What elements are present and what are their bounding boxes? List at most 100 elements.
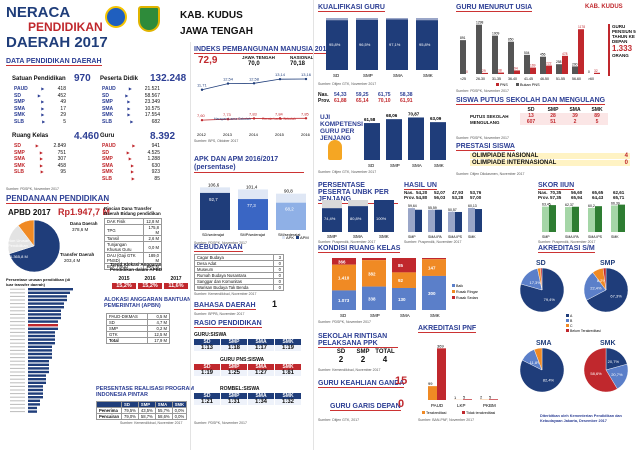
kondisi-data-label: 338: [368, 296, 376, 301]
pnf-legend-swatch-2: [462, 411, 465, 414]
district-bar: [28, 302, 64, 305]
kv-arrow-icon: ▶: [41, 112, 45, 118]
kondisi-bar-segment: [332, 258, 356, 265]
kv-arrow-icon: ▶: [128, 86, 132, 91]
district-bar: [28, 334, 55, 338]
district-label-line: [10, 378, 25, 380]
kv-row: PAUD ▶ 21.521: [102, 86, 160, 93]
kondisi-legend: Baik: [456, 284, 463, 288]
num-prov-value: 57,00: [470, 195, 482, 200]
kv-arrow-icon: ▶: [132, 143, 136, 148]
apk-data-label: 101,4: [246, 184, 258, 189]
usia-bar-nonpns: [508, 41, 514, 74]
kv-label: SMA: [14, 105, 26, 112]
usia-data-label-pns: 32: [594, 69, 598, 73]
keahlian-source: Sumber: Ditjen GTK, 2017: [318, 418, 360, 422]
usia-bar-pns: [498, 72, 504, 74]
usia-tick-label: <25: [460, 77, 466, 81]
unbk-data-label: 80,8%: [350, 216, 362, 221]
usia-data-label-nonpns: 1009: [492, 32, 500, 36]
garis-value: 0: [398, 398, 405, 410]
district-bar: [28, 410, 37, 413]
district-bar: [28, 313, 61, 316]
district-bar: [28, 381, 46, 384]
district-bar: [28, 406, 37, 410]
apk-legend-swatch: [282, 236, 285, 239]
district-label-line: [10, 306, 25, 308]
ipm-data-label: 7,84: [275, 111, 284, 116]
kebudayaan-table: Cagar Budaya 3 Desa Adat 0 Museum 0 Rumah Buda…: [194, 254, 285, 291]
kv-row: SMP ▶ 751: [14, 150, 66, 157]
rasio-cell: SMK 1:81: [275, 364, 301, 376]
kv-arrow-icon: ▶: [130, 118, 134, 124]
kv-label: SD: [14, 143, 21, 149]
kv-row: SMA ▶ 17: [14, 106, 66, 113]
prestasi-value: 0: [624, 160, 628, 166]
rintisan-cell: 2: [338, 355, 344, 364]
kv-row: SMP ▶ 49: [14, 99, 66, 106]
pnf-tick-label: PKBM: [483, 403, 496, 408]
pnf-source: Sumber: BAN-PNF, November 2017: [418, 418, 475, 422]
district-label-line: [10, 375, 25, 377]
title-line2: PENDIDIKAN: [28, 20, 103, 34]
num-nas-value: 62,61: [613, 190, 625, 195]
ipm-data-label: 7,60: [197, 113, 206, 118]
num-prov-value: 65,94: [571, 195, 583, 200]
kondisi-bar-segment: [422, 258, 446, 260]
kv-row: SMA ▶ 307: [14, 156, 66, 163]
kv-row: SMK ▶ 17.554: [102, 112, 160, 119]
unbk-bar-unbk: [322, 208, 342, 232]
rasio-guru-label: GURU:SISWA: [194, 332, 227, 338]
pnf-bar-tidak: [463, 399, 472, 400]
trend-item: 2017 11,6%: [164, 276, 188, 289]
hasil-un-title: HASIL UN: [404, 182, 437, 190]
usia-bar-pns: [578, 29, 584, 74]
rintisan-head-cell: SMP: [356, 349, 370, 355]
kv-label: SMK: [102, 169, 114, 176]
putus-source: Sumber: PDSPK, November 2017: [456, 136, 509, 140]
district-label-line: [10, 292, 25, 294]
ipm-tick-label: 2014: [249, 132, 259, 137]
ruang-list: SD ▶ 2.849 SMP ▶ 751 SMA ▶ 307 SMK ▶ 458 SLB ▶ 95: [14, 143, 66, 176]
num-nas-label: Nas.: [538, 190, 548, 195]
unbk-data-label: 100%: [376, 216, 387, 221]
row-value: 17,9 M: [147, 337, 170, 344]
guru-list: PAUD ▶ 941 SD ▶ 4.525 SMP ▶ 1.288 SMA ▶ 630 SMK ▶ 923 S…: [102, 143, 160, 183]
ipm-title: INDEKS PEMBANGUNAN MANUSIA 2016: [194, 46, 331, 54]
kemdikbud-logo-icon: [105, 6, 127, 28]
akreditasi-title: AKREDITASI S/M: [538, 245, 595, 253]
unbk-tick-label: SMK: [379, 234, 389, 239]
ipm-tick-label: 2013: [223, 132, 233, 137]
uji-data-label: 63,09: [430, 116, 442, 121]
rasio-head: SD: [194, 393, 220, 399]
kual-bar-lt: [386, 18, 408, 20]
num-nas-value: 70,35: [550, 190, 562, 195]
kv-label: PAUD: [102, 86, 116, 92]
kondisi-bar-segment: [392, 287, 416, 310]
district-bar: [28, 309, 61, 312]
prestasi-row: OLIMPIADE INTERNASIONAL 0: [470, 160, 630, 166]
row-value: 175,8 M: [142, 224, 163, 236]
district-label-line: [10, 411, 25, 413]
district-label-line: [10, 324, 25, 326]
district-label-line: [10, 357, 25, 359]
district-label-line: [10, 407, 25, 409]
trend-year: 2016: [144, 276, 156, 282]
kondisi-bar-segment: [422, 275, 446, 310]
kual-bar-s1: [356, 19, 378, 70]
kual-bar-s1: [416, 20, 438, 71]
unbk-tick-label: SMA: [353, 234, 363, 239]
rasio-value: 1:19: [194, 370, 220, 376]
pair-data-label: 59,64: [408, 204, 417, 208]
rintisan-head: SD SMP TOTAL: [330, 349, 396, 355]
kondisi-bar-segment: [332, 290, 356, 310]
divider-col1: [190, 42, 191, 450]
district-bar: [28, 363, 49, 366]
usia-data-label-nonpns: 1298: [476, 21, 484, 25]
kudus-emblem-icon: [138, 6, 160, 32]
ipm-series-line: [201, 78, 307, 91]
pnf-chart: 99 369 PAUD 1 5 LKP 2 5 PKBM Terakreditasi Tidak t…: [422, 343, 498, 415]
pair-data-label: 63,45: [542, 203, 551, 207]
kv-label: SLB: [102, 118, 112, 125]
kondisi-legend-swatch: [452, 284, 455, 287]
